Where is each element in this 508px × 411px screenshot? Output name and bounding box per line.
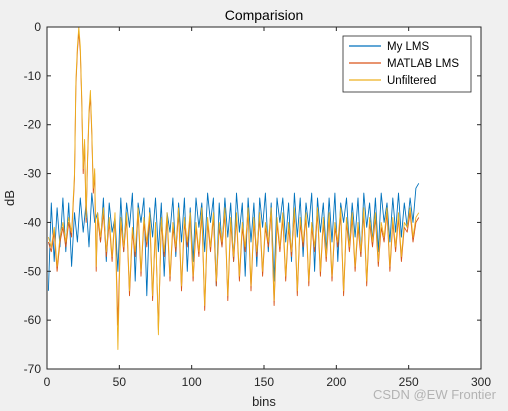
series-layer (47, 26, 420, 350)
legend-label: My LMS (387, 41, 430, 53)
tick-layer: 0 50 100 150 200 250 300 0 -10 -20 -30 -40 -50 -60 -70 (24, 20, 492, 389)
y-axis-label: dB (2, 190, 17, 206)
x-tick-label: 0 (44, 375, 51, 389)
x-tick-label: 200 (326, 375, 346, 389)
x-tick-label: 250 (399, 375, 419, 389)
y-tick-label: -50 (24, 264, 42, 278)
legend-label: Unfiltered (387, 75, 436, 87)
y-tick-label: -40 (24, 215, 42, 229)
chart-title: Comparision (225, 7, 304, 23)
legend-label: MATLAB LMS (387, 58, 459, 70)
x-axis-label: bins (252, 394, 276, 409)
x-tick-label: 100 (182, 375, 202, 389)
y-tick-label: -20 (24, 118, 42, 132)
x-tick-label: 300 (471, 375, 491, 389)
y-tick-label: -70 (24, 362, 42, 376)
x-tick-label: 150 (254, 375, 274, 389)
legend-box (342, 35, 472, 93)
x-tick-label: 50 (113, 375, 127, 389)
y-tick-label: -60 (24, 313, 42, 327)
y-tick-label: -10 (24, 69, 42, 83)
watermark: CSDN @EW Frontier (373, 387, 496, 402)
legend: My LMS MATLAB LMS Unfiltered (342, 35, 472, 93)
y-tick-label: -30 (24, 167, 42, 181)
series-line-2 (47, 26, 420, 350)
y-tick-label: 0 (34, 20, 41, 34)
